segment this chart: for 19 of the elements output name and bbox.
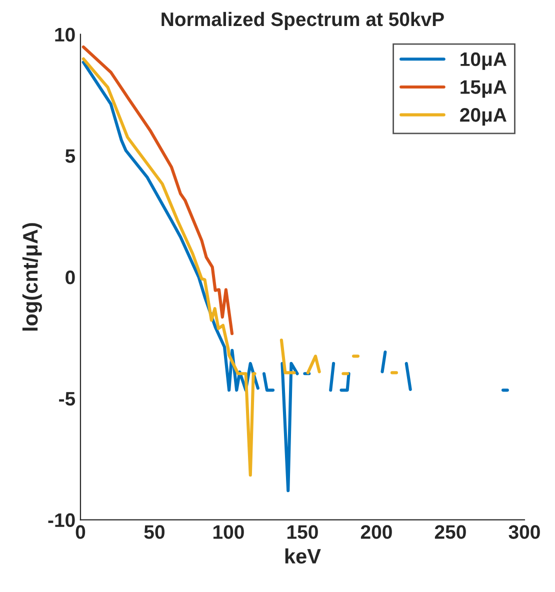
chart-title: Normalized Spectrum at 50kvP <box>162 12 444 30</box>
y-tick-label: 5 <box>65 149 76 163</box>
x-tick-label: 100 <box>213 525 244 539</box>
y-tick-label: -10 <box>48 513 75 528</box>
x-tick-label: 200 <box>360 525 392 539</box>
legend-label: 10μA <box>460 52 506 70</box>
x-tick-label: 300 <box>508 525 540 539</box>
x-tick-label: 250 <box>434 525 466 539</box>
x-tick-label: 0 <box>76 525 86 539</box>
y-tick-label: 0 <box>66 270 75 284</box>
x-axis-title: keV <box>285 548 321 564</box>
line-series <box>82 45 234 336</box>
x-tick-label: 50 <box>144 525 164 539</box>
y-axis-title: log(cnt/μA) <box>22 223 42 331</box>
y-tick-label: -5 <box>59 392 76 406</box>
legend-label: 20μA <box>460 108 506 126</box>
y-tick-label: 10 <box>55 28 75 42</box>
legend-label: 15μA <box>460 80 506 98</box>
x-tick-label: 150 <box>287 525 318 539</box>
